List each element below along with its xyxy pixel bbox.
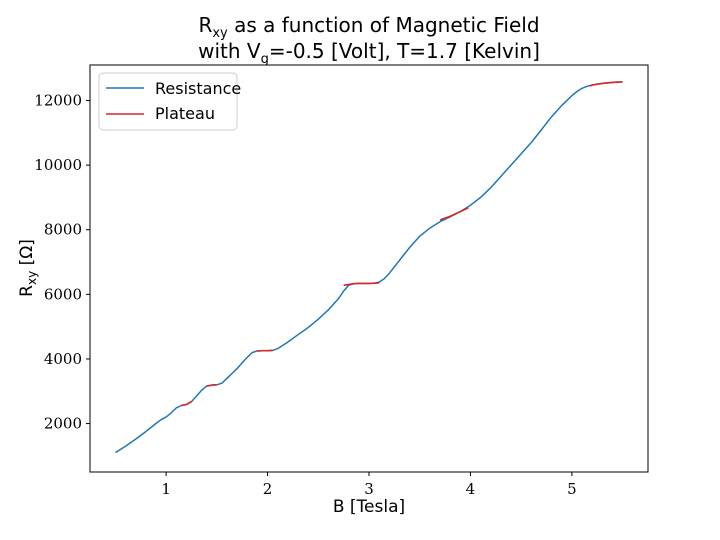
y-axis-ticks: 2000 4000 6000 8000 10000 12000 [34, 92, 90, 433]
legend: Resistance Plateau [98, 72, 241, 131]
series-line-plateau-1 [181, 400, 192, 407]
y-axis-label: Rxy [Ω] [17, 239, 39, 297]
series-line-plateau-4 [343, 282, 380, 287]
plot-area [89, 64, 649, 473]
series-line-plateau-2 [206, 384, 217, 387]
x-axis-ticks: 1 2 3 4 5 [161, 472, 577, 498]
x-tick-label: 4 [466, 480, 476, 498]
y-tick-label: 6000 [44, 285, 82, 303]
y-tick-label: 8000 [44, 221, 82, 239]
chart-title-line1: Rxy as a function of Magnetic Field [198, 13, 539, 41]
x-tick-label: 1 [161, 480, 171, 498]
y-tick-label: 12000 [34, 92, 82, 110]
series-line-plateau-3 [257, 349, 273, 352]
series-line-resistance [114, 81, 623, 454]
y-tick-label: 4000 [44, 350, 82, 368]
y-tick-label: 10000 [34, 156, 82, 174]
series-line-plateau-6 [589, 81, 623, 87]
series-layer [114, 81, 623, 454]
x-tick-label: 2 [263, 480, 273, 498]
x-tick-label: 5 [567, 480, 577, 498]
y-tick-label: 2000 [44, 415, 82, 433]
legend-label-resistance: Resistance [155, 79, 241, 98]
chart-title-line2: with Vg=-0.5 [Volt], T=1.7 [Kelvin] [198, 39, 540, 67]
x-axis-label: B [Tesla] [333, 497, 405, 517]
legend-label-plateau: Plateau [155, 104, 215, 123]
series-line-plateau-5 [439, 207, 469, 221]
x-tick-label: 3 [364, 480, 374, 498]
